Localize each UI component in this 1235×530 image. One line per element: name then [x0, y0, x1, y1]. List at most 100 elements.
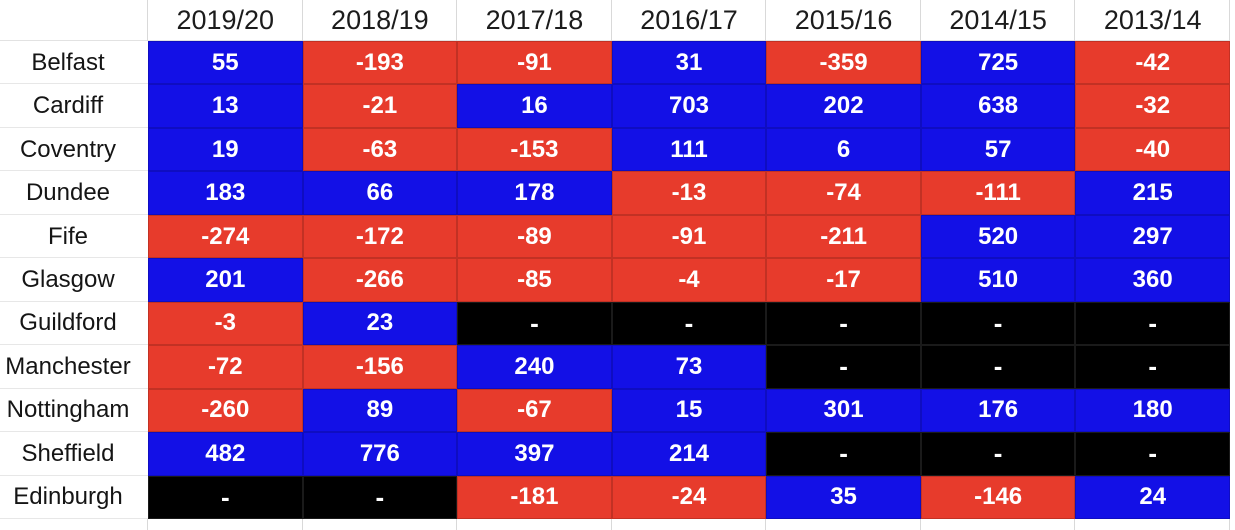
value-cell[interactable]: -153: [457, 127, 612, 172]
value-cell[interactable]: 297: [1075, 214, 1230, 259]
gridline-stub: [1075, 519, 1230, 530]
value-cell[interactable]: -156: [302, 345, 458, 389]
value-cell[interactable]: -: [920, 432, 1076, 476]
value-cell[interactable]: -40: [1075, 127, 1230, 172]
value-cell[interactable]: 89: [302, 388, 458, 433]
value-cell[interactable]: 66: [302, 171, 458, 215]
value-cell[interactable]: -: [1075, 345, 1230, 389]
value-cell[interactable]: -: [148, 475, 303, 519]
value-cell[interactable]: 13: [148, 84, 303, 128]
value-cell[interactable]: -24: [611, 475, 767, 519]
column-header[interactable]: 2018/19: [302, 0, 458, 41]
column-header[interactable]: 2019/20: [148, 0, 303, 41]
row-label-cell[interactable]: Belfast: [0, 41, 148, 85]
value-cell[interactable]: 57: [920, 127, 1076, 172]
row-label-cell[interactable]: Dundee: [0, 171, 148, 215]
value-cell[interactable]: 183: [148, 171, 303, 215]
value-cell[interactable]: 776: [302, 432, 458, 476]
value-cell[interactable]: -266: [302, 258, 458, 302]
corner-cell[interactable]: [0, 0, 148, 41]
value-cell[interactable]: -274: [148, 214, 303, 259]
value-cell[interactable]: 215: [1075, 171, 1230, 215]
value-cell[interactable]: -85: [457, 258, 612, 302]
row-label-cell[interactable]: Glasgow: [0, 258, 148, 302]
value-cell[interactable]: -: [1075, 432, 1230, 476]
value-cell[interactable]: -359: [766, 41, 921, 85]
value-cell[interactable]: 24: [1075, 475, 1230, 519]
value-cell[interactable]: 31: [611, 41, 767, 85]
value-cell[interactable]: 482: [148, 432, 303, 476]
value-cell[interactable]: -: [766, 432, 921, 476]
value-cell[interactable]: -13: [611, 171, 767, 215]
value-cell[interactable]: 301: [766, 388, 921, 433]
column-header[interactable]: 2015/16: [766, 0, 921, 41]
value-cell[interactable]: -89: [457, 214, 612, 259]
row-label-cell[interactable]: Nottingham: [0, 388, 148, 433]
row-label-cell[interactable]: Coventry: [0, 127, 148, 172]
value-cell[interactable]: -211: [766, 214, 921, 259]
value-cell[interactable]: -111: [920, 171, 1076, 215]
value-cell[interactable]: 6: [766, 127, 921, 172]
value-cell[interactable]: 240: [457, 345, 612, 389]
value-cell[interactable]: -: [457, 301, 612, 346]
value-cell[interactable]: 176: [920, 388, 1076, 433]
value-cell[interactable]: 111: [611, 127, 767, 172]
row-label-cell[interactable]: Fife: [0, 214, 148, 259]
value-cell[interactable]: 397: [457, 432, 612, 476]
value-cell[interactable]: -67: [457, 388, 612, 433]
value-cell[interactable]: -146: [920, 475, 1076, 519]
value-cell[interactable]: 201: [148, 258, 303, 302]
value-cell[interactable]: -63: [302, 127, 458, 172]
value-cell[interactable]: -4: [611, 258, 767, 302]
value-cell[interactable]: -17: [766, 258, 921, 302]
value-cell[interactable]: 510: [920, 258, 1076, 302]
value-cell[interactable]: -: [1075, 301, 1230, 346]
row-label: Belfast: [31, 48, 105, 76]
value-cell[interactable]: -91: [457, 41, 612, 85]
value-cell[interactable]: 703: [611, 84, 767, 128]
value-cell[interactable]: 180: [1075, 388, 1230, 433]
value-cell[interactable]: 360: [1075, 258, 1230, 302]
value-cell[interactable]: -181: [457, 475, 612, 519]
row-label: Guildford: [19, 309, 117, 337]
value-cell[interactable]: -32: [1075, 84, 1230, 128]
value-cell[interactable]: -3: [148, 301, 303, 346]
value-cell[interactable]: -21: [302, 84, 458, 128]
value-cell[interactable]: -: [920, 301, 1076, 346]
value-cell[interactable]: 19: [148, 127, 303, 172]
row-label-cell[interactable]: Manchester: [0, 345, 148, 389]
value-cell[interactable]: -: [766, 345, 921, 389]
value-cell[interactable]: -72: [148, 345, 303, 389]
value-cell[interactable]: -193: [302, 41, 458, 85]
value-cell[interactable]: 214: [611, 432, 767, 476]
value-cell[interactable]: 202: [766, 84, 921, 128]
column-header[interactable]: 2013/14: [1075, 0, 1230, 41]
value-cell[interactable]: 35: [766, 475, 921, 519]
value-cell[interactable]: 16: [457, 84, 612, 128]
value-cell[interactable]: 15: [611, 388, 767, 433]
column-header[interactable]: 2014/15: [920, 0, 1076, 41]
value-cell[interactable]: 638: [920, 84, 1076, 128]
value-cell[interactable]: 55: [148, 41, 303, 85]
value-cell[interactable]: -: [920, 345, 1076, 389]
value-cell[interactable]: -: [302, 475, 458, 519]
column-header[interactable]: 2017/18: [457, 0, 612, 41]
column-header[interactable]: 2016/17: [611, 0, 767, 41]
value-cell[interactable]: 23: [302, 301, 458, 346]
value-cell[interactable]: -91: [611, 214, 767, 259]
value-cell[interactable]: 725: [920, 41, 1076, 85]
value-cell[interactable]: -: [611, 301, 767, 346]
value-cell[interactable]: -42: [1075, 41, 1230, 85]
row-label-cell[interactable]: Cardiff: [0, 84, 148, 128]
value-cell[interactable]: -: [766, 301, 921, 346]
row-label-cell[interactable]: Edinburgh: [0, 475, 148, 519]
value-cell[interactable]: -260: [148, 388, 303, 433]
gridline-stub: [302, 519, 458, 530]
value-cell[interactable]: 73: [611, 345, 767, 389]
value-cell[interactable]: -74: [766, 171, 921, 215]
row-label-cell[interactable]: Guildford: [0, 301, 148, 346]
value-cell[interactable]: 178: [457, 171, 612, 215]
row-label-cell[interactable]: Sheffield: [0, 432, 148, 476]
value-cell[interactable]: 520: [920, 214, 1076, 259]
value-cell[interactable]: -172: [302, 214, 458, 259]
